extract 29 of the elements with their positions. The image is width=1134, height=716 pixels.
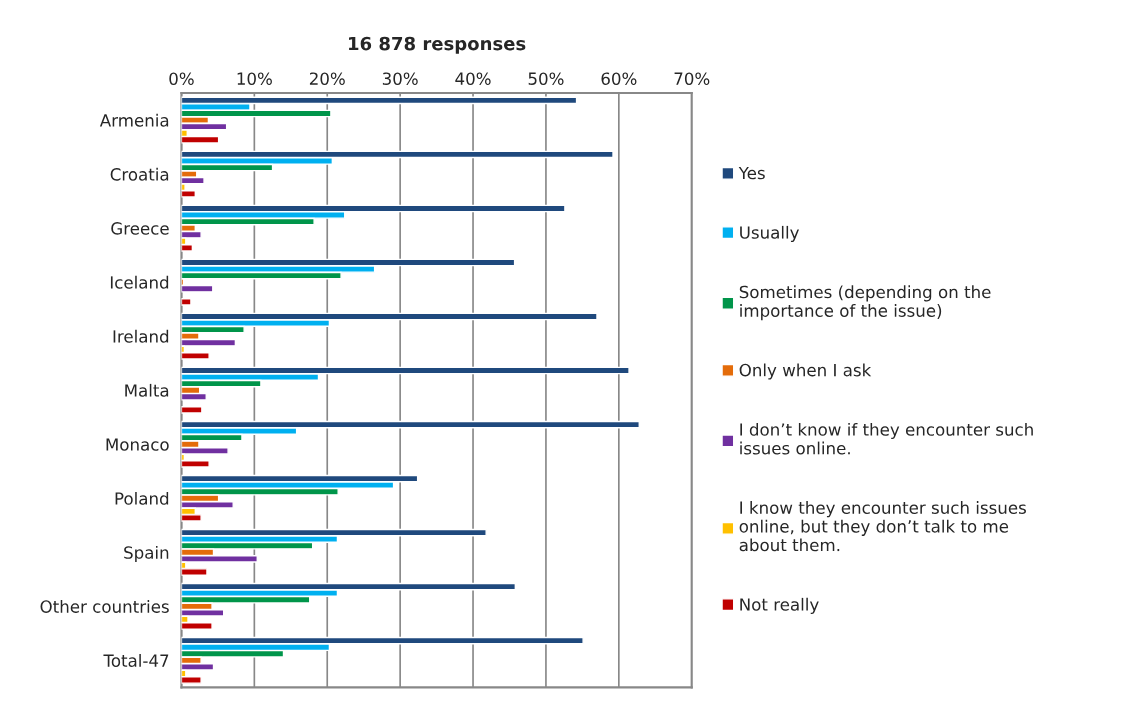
x-tick-label: 10% [237,72,272,85]
chart-title: 16 878 responses [349,36,526,54]
legend-label: I don’t know if they encounter such issues online. [740,422,1033,455]
x-tick-label: 0% [169,72,194,85]
y-tick-label: Armenia [99,113,169,127]
y-tick-label: Croatia [110,167,169,181]
x-tick-label: 30% [382,72,418,85]
bar [181,406,203,414]
legend-label: Usually [740,225,799,243]
x-tick-label: 60% [601,72,637,85]
x-tick-label: 20% [309,72,345,85]
legend-label: Not really [740,597,819,614]
legend-label: Sometimes (depending on the importance of the issue) [739,285,991,321]
x-tick-label: 50% [528,72,564,85]
y-tick-label: Spain [124,545,169,563]
x-tick-label: 70% [674,72,710,85]
y-tick-label: Greece [111,222,169,235]
y-tick-label: Other countries [40,599,169,613]
legend-label: I know they encounter such issues online, but they don’t talk to me about them. [739,501,1026,552]
bar [181,298,192,306]
legend-label: Only when I ask [739,363,872,380]
y-tick-label: Ireland [113,329,169,343]
x-tick-label: 40% [455,72,491,85]
y-tick-label: Iceland [110,275,169,289]
y-tick-label: Malta [125,383,169,397]
legend-label: Yes [738,166,765,180]
y-tick-label: Monaco [106,438,169,451]
y-tick-label: Poland [115,491,169,505]
y-tick-label: Total-47 [103,654,169,667]
